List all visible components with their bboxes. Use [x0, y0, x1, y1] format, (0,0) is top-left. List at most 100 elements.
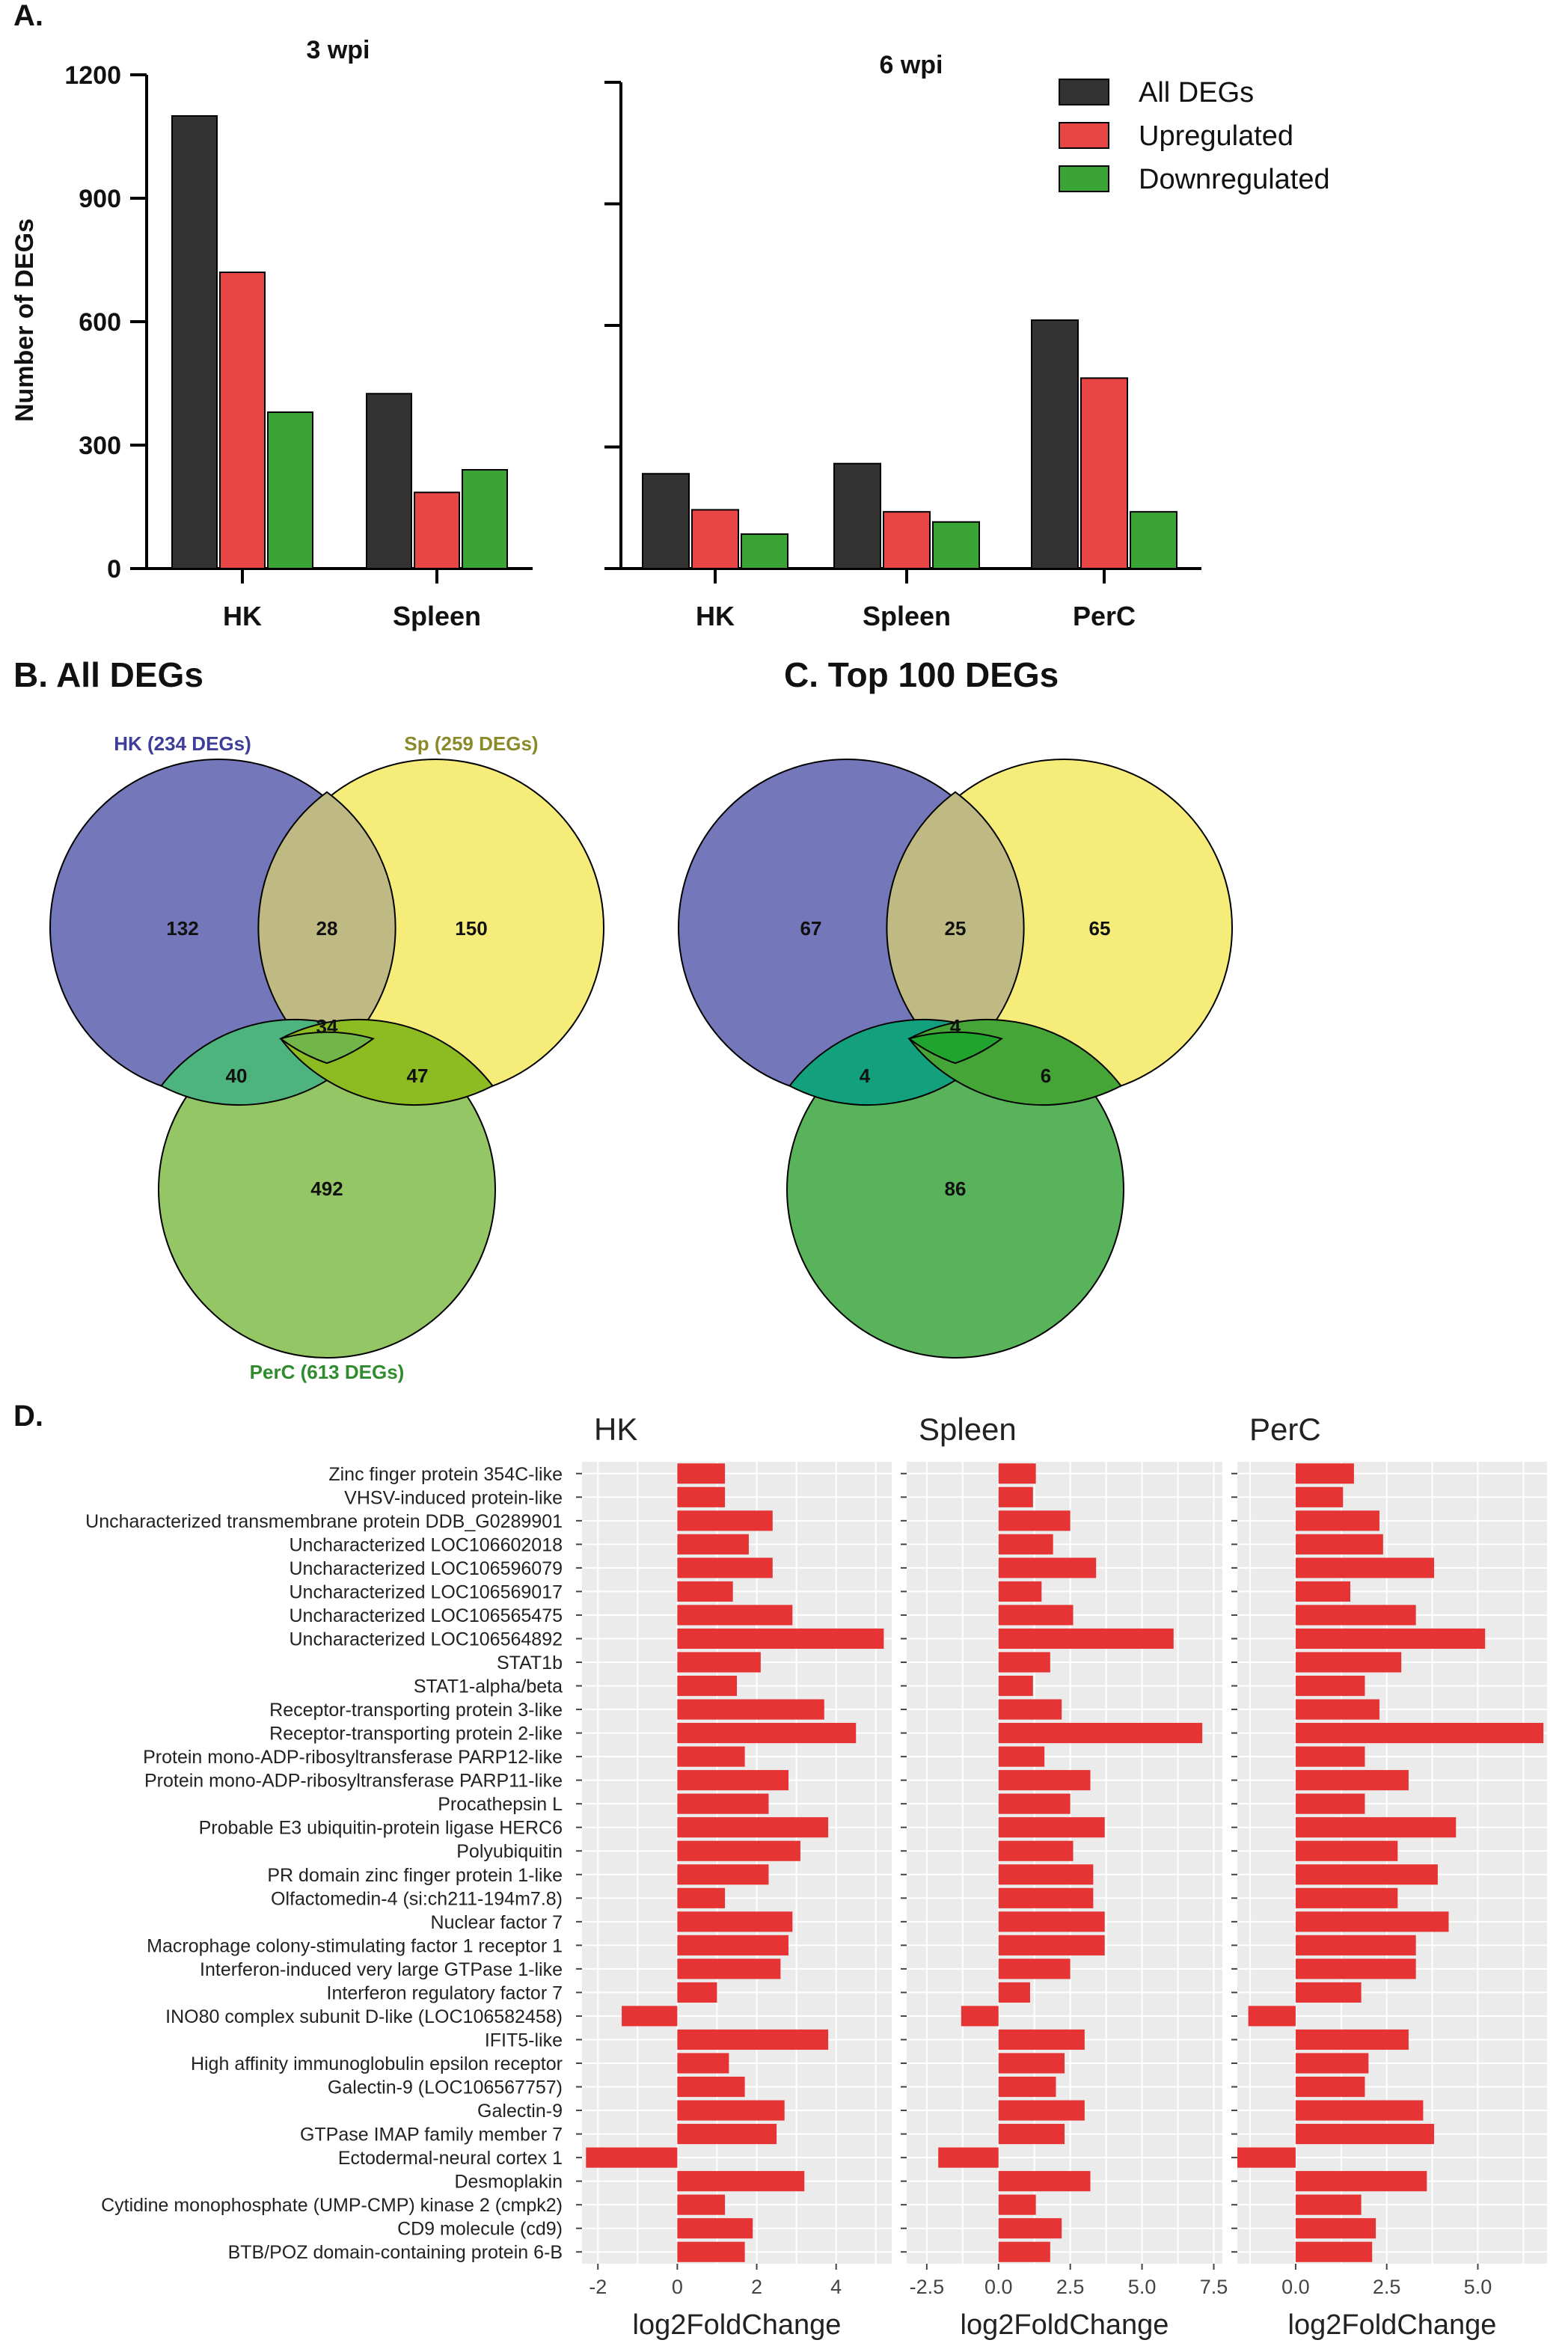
bar-perc-15	[1295, 1817, 1457, 1838]
bar-spleen-12	[998, 1746, 1045, 1767]
x-tick-label: PerC	[1073, 601, 1136, 631]
bar-perc-29	[1237, 2147, 1296, 2168]
legend: All DEGs Upregulated Downregulated	[1059, 77, 1330, 195]
bar-upregulated-spleen	[414, 491, 460, 569]
bar-hk-7	[677, 1628, 884, 1650]
bar-perc-26	[1295, 2076, 1365, 2098]
bar-hk-19	[677, 1911, 793, 1932]
bar-hk-24	[677, 2029, 829, 2051]
gene-label: Protein mono-ADP-ribosyltransferase PARP…	[143, 1747, 563, 1768]
x-tick-label: Spleen	[393, 601, 481, 631]
gene-label: Receptor-transporting protein 2-like	[269, 1724, 563, 1745]
x-tick-label: 2.5	[1056, 2276, 1085, 2298]
venn-b-count-hk-sp: 28	[316, 917, 338, 940]
x-tick-label: 5.0	[1128, 2276, 1157, 2298]
x-axis-label: log2FoldChange	[961, 2309, 1169, 2341]
bar-spleen-31	[998, 2194, 1036, 2215]
chart-6wpi-title: 6 wpi	[879, 51, 943, 79]
gene-label: Cytidine monophosphate (UMP-CMP) kinase …	[101, 2195, 563, 2216]
gene-label: Uncharacterized transmembrane protein DD…	[85, 1511, 563, 1532]
gene-label: Zinc finger protein 354C-like	[328, 1464, 563, 1485]
venn-b-label-perc: PerC (613 DEGs)	[250, 1361, 405, 1383]
y-tick-label: 600	[79, 308, 121, 337]
y-tick-label: 1200	[64, 61, 121, 90]
facet-title: PerC	[1249, 1412, 1321, 1447]
bar-perc-10	[1295, 1699, 1379, 1720]
gene-label: Macrophage colony-stimulating factor 1 r…	[147, 1935, 563, 1956]
facet-hk: -2 0 2 4 HK log2FoldChange	[576, 1412, 892, 2341]
bar-hk-14	[677, 1793, 769, 1814]
bar-hk-18	[677, 1887, 726, 1908]
bar-spleen-25	[998, 2053, 1065, 2074]
facet-perc: 0.0 2.5 5.0 PerC log2FoldChange	[1231, 1412, 1547, 2341]
bar-spleen-33	[998, 2241, 1050, 2262]
gene-label: CD9 molecule (cd9)	[397, 2219, 563, 2240]
bar-hk-20	[677, 1935, 788, 1955]
panel-label-a: A.	[13, 0, 43, 32]
bar-perc-27	[1295, 2100, 1424, 2121]
gene-label: Galectin-9	[477, 2101, 563, 2122]
chart-6wpi: 6 wpi HK Spleen PerC	[604, 51, 1201, 631]
bar-downregulated-hk	[741, 533, 788, 569]
bar-hk-30	[677, 2171, 805, 2192]
bar-hk-5	[677, 1581, 733, 1602]
bar-spleen-15	[998, 1817, 1105, 1838]
bar-spleen-11	[998, 1723, 1203, 1744]
bar-perc-8	[1295, 1652, 1402, 1673]
bar-spleen-18	[998, 1887, 1094, 1908]
bar-hk-28	[677, 2124, 777, 2145]
facet-title: HK	[594, 1412, 637, 1447]
bar-perc-24	[1295, 2029, 1409, 2051]
bar-hk-8	[677, 1652, 761, 1673]
bar-all-degs-spleen	[366, 393, 412, 569]
bar-hk-10	[677, 1699, 824, 1720]
bar-perc-7	[1295, 1628, 1486, 1650]
gene-label: STAT1-alpha/beta	[414, 1676, 563, 1697]
bar-hk-4	[677, 1558, 773, 1578]
bar-spleen-22	[998, 1982, 1030, 2003]
bar-perc-30	[1295, 2171, 1427, 2192]
bar-spleen-20	[998, 1935, 1105, 1955]
gene-label: Interferon regulatory factor 7	[327, 1982, 563, 2003]
gene-label: Nuclear factor 7	[431, 1912, 563, 1933]
bar-spleen-21	[998, 1958, 1071, 1979]
gene-label: GTPase IMAP family member 7	[300, 2125, 563, 2146]
bar-spleen-8	[998, 1652, 1050, 1673]
bar-hk-15	[677, 1817, 829, 1838]
bar-perc-13	[1295, 1770, 1409, 1791]
venn-c-count-sp: 65	[1089, 917, 1111, 940]
bar-spleen-5	[998, 1581, 1042, 1602]
bar-spleen-13	[998, 1770, 1091, 1791]
bar-spleen-16	[998, 1840, 1074, 1861]
venn-c-count-all: 4	[950, 1015, 961, 1038]
x-tick-label: 5.0	[1464, 2276, 1492, 2298]
x-tick-label: 0	[672, 2276, 683, 2298]
gene-label: INO80 complex subunit D-like (LOC1065824…	[165, 2006, 563, 2027]
gene-label: Uncharacterized LOC106602018	[289, 1534, 563, 1555]
bar-hk-0	[677, 1463, 726, 1484]
gene-label: Ectodermal-neural cortex 1	[338, 2148, 563, 2169]
bar-spleen-32	[998, 2218, 1062, 2239]
bar-spleen-7	[998, 1628, 1174, 1650]
bar-perc-20	[1295, 1935, 1416, 1955]
venn-b-label-hk: HK (234 DEGs)	[114, 732, 251, 755]
bar-perc-33	[1295, 2241, 1373, 2262]
bar-perc-9	[1295, 1675, 1365, 1697]
bar-hk-21	[677, 1958, 781, 1979]
x-tick-label: 2	[751, 2276, 762, 2298]
x-tick-label: Spleen	[863, 601, 951, 631]
bar-spleen-9	[998, 1675, 1033, 1697]
bar-spleen-29	[938, 2147, 999, 2168]
bar-spleen-3	[998, 1534, 1053, 1555]
bar-perc-25	[1295, 2053, 1369, 2074]
facet-title: Spleen	[919, 1412, 1017, 1447]
bar-perc-0	[1295, 1463, 1354, 1484]
panel-label-c: C. Top 100 DEGs	[784, 655, 1059, 694]
venn-c-count-perc: 86	[945, 1177, 967, 1200]
x-tick-label: 0.0	[1281, 2276, 1310, 2298]
bar-hk-31	[677, 2194, 726, 2215]
bar-upregulated-hk	[691, 509, 739, 569]
gene-label-list: Zinc finger protein 354C-likeVHSV-induce…	[85, 1464, 563, 2263]
bar-spleen-6	[998, 1605, 1074, 1626]
bar-hk-2	[677, 1510, 773, 1531]
